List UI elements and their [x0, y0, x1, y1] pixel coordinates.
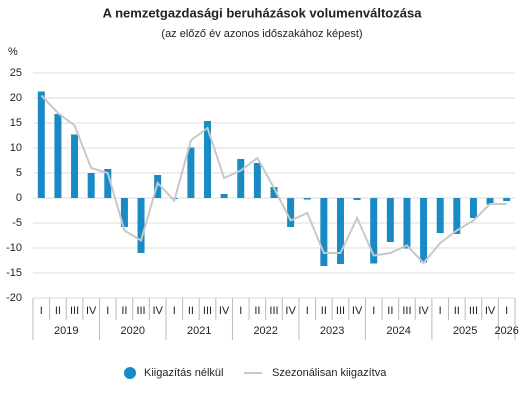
- bar: [420, 198, 428, 263]
- x-tick-label: III: [269, 305, 278, 317]
- x-tick-label: III: [402, 305, 411, 317]
- x-tick-label: IV: [219, 305, 230, 317]
- bar: [370, 198, 378, 264]
- x-tick-label: IV: [86, 305, 97, 317]
- bar: [253, 163, 261, 198]
- year-label: 2023: [320, 325, 344, 337]
- x-tick-label: II: [387, 305, 393, 317]
- year-label: 2025: [453, 325, 477, 337]
- legend-label: Szezonálisan kiigazítva: [272, 367, 387, 379]
- bar: [137, 198, 145, 253]
- bar: [320, 198, 328, 266]
- bar: [403, 198, 411, 249]
- bar: [104, 169, 112, 198]
- x-tick-label: III: [203, 305, 212, 317]
- x-tick-label: II: [55, 305, 61, 317]
- bar: [270, 187, 278, 198]
- y-tick-label: -20: [6, 292, 22, 304]
- x-tick-label: I: [372, 305, 375, 317]
- bar: [120, 198, 128, 227]
- x-tick-label: IV: [418, 305, 429, 317]
- bar: [336, 198, 344, 264]
- bar: [237, 159, 245, 198]
- bar: [54, 114, 62, 198]
- x-tick-label: III: [70, 305, 79, 317]
- bar: [220, 194, 228, 198]
- x-tick-label: IV: [352, 305, 363, 317]
- legend-swatch: [124, 367, 136, 379]
- year-label: 2021: [187, 325, 211, 337]
- x-tick-label: III: [336, 305, 345, 317]
- x-tick-label: IV: [152, 305, 163, 317]
- year-label: 2020: [120, 325, 144, 337]
- y-tick-label: -10: [6, 242, 22, 254]
- legend-label: Kiigazítás nélkül: [144, 367, 224, 379]
- line: [40, 94, 507, 265]
- year-label: 2026: [494, 325, 518, 337]
- bar: [287, 198, 295, 227]
- bar: [71, 134, 79, 198]
- chart-subtitle: (az előző év azonos időszakához képest): [161, 28, 362, 40]
- y-tick-label: -15: [6, 267, 22, 279]
- x-tick-label: I: [40, 305, 43, 317]
- bar: [386, 198, 394, 242]
- bar: [469, 198, 477, 218]
- x-tick-label: II: [188, 305, 194, 317]
- x-tick-label: I: [306, 305, 309, 317]
- bar: [353, 198, 361, 200]
- x-tick-label: II: [321, 305, 327, 317]
- bar: [37, 91, 45, 198]
- x-tick-label: IV: [485, 305, 496, 317]
- x-tick-label: II: [254, 305, 260, 317]
- x-tick-label: I: [505, 305, 508, 317]
- y-tick-label: 5: [16, 167, 22, 179]
- year-label: 2019: [54, 325, 78, 337]
- chart-title: A nemzetgazdasági beruházások volumenvál…: [103, 5, 423, 20]
- bar: [436, 198, 444, 233]
- bar: [204, 121, 212, 198]
- year-label: 2024: [386, 325, 410, 337]
- x-tick-label: I: [439, 305, 442, 317]
- x-tick-label: I: [173, 305, 176, 317]
- year-label: 2022: [253, 325, 277, 337]
- bar: [503, 198, 511, 201]
- x-tick-label: I: [239, 305, 242, 317]
- y-tick-label: 25: [10, 67, 22, 79]
- bar: [87, 173, 95, 198]
- x-tick-label: IV: [285, 305, 296, 317]
- x-tick-label: III: [136, 305, 145, 317]
- bar: [453, 198, 461, 234]
- y-unit: %: [8, 46, 18, 58]
- x-tick-label: II: [454, 305, 460, 317]
- y-tick-label: 15: [10, 117, 22, 129]
- bar: [486, 198, 494, 205]
- bar: [303, 198, 311, 200]
- bar: [187, 147, 195, 198]
- x-tick-label: II: [121, 305, 127, 317]
- y-tick-label: 10: [10, 142, 22, 154]
- x-tick-label: III: [469, 305, 478, 317]
- y-tick-label: 0: [16, 192, 22, 204]
- y-tick-label: 20: [10, 92, 22, 104]
- y-tick-label: -5: [12, 217, 22, 229]
- x-tick-label: I: [106, 305, 109, 317]
